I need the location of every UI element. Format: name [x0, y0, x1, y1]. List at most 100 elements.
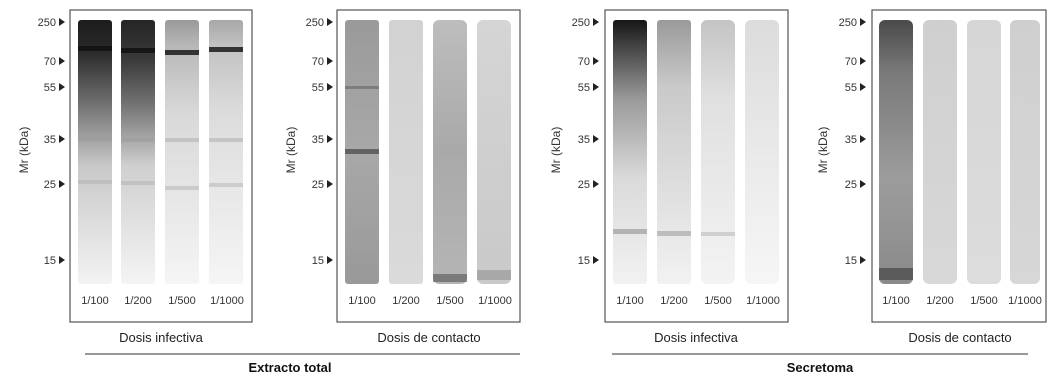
panel-extracto-contacto: Mr (kDa) 250 70 55 35 25 15 1/ — [284, 9, 521, 345]
lane-label: 1/1000 — [1008, 295, 1042, 307]
mw-tick: 70 — [44, 56, 56, 68]
mw-tick: 70 — [312, 56, 324, 68]
mw-tick: 15 — [578, 255, 590, 267]
lane-label: 1/100 — [348, 295, 376, 307]
blot-band — [121, 48, 155, 53]
lane-label: 1/200 — [926, 295, 954, 307]
mw-arrow-icon — [860, 135, 866, 143]
blot-band — [209, 138, 243, 142]
panel-caption: Dosis de contacto — [908, 330, 1011, 345]
blot-band — [121, 181, 155, 185]
mw-arrow-icon — [59, 256, 65, 264]
blot-band — [165, 186, 199, 190]
blot-lane — [477, 20, 511, 284]
mw-arrow-icon — [860, 57, 866, 65]
mw-arrow-icon — [59, 83, 65, 91]
mw-arrow-icon — [59, 57, 65, 65]
mw-arrow-icon — [593, 180, 599, 188]
blot-band — [78, 137, 112, 141]
mw-tick: 35 — [312, 134, 324, 146]
mw-tick: 55 — [312, 82, 324, 94]
blot-lane — [701, 20, 735, 284]
mw-tick: 15 — [845, 255, 857, 267]
blot-band — [78, 180, 112, 184]
blot-band — [209, 47, 243, 52]
mw-tick: 15 — [44, 255, 56, 267]
panel-secretoma-infectiva: Mr (kDa) 250 70 55 35 25 15 1/100 — [549, 9, 789, 345]
mw-tick: 25 — [845, 179, 857, 191]
lane-labels: 1/100 1/200 1/500 1/1000 — [882, 295, 1042, 307]
blot-band — [433, 274, 467, 282]
mw-tick: 25 — [44, 179, 56, 191]
blot-lane — [613, 20, 647, 284]
lane-labels: 1/100 1/200 1/500 1/1000 — [616, 295, 780, 307]
blot-band — [121, 138, 155, 142]
blot-lanes — [345, 20, 511, 284]
blot-band — [657, 231, 691, 236]
panel-secretoma-contacto: Mr (kDa) 250 70 55 35 25 15 1/100 1/200 — [816, 9, 1047, 345]
blot-lane — [78, 20, 112, 284]
blot-lane — [121, 20, 155, 284]
mw-tick: 25 — [312, 179, 324, 191]
mw-axis-title: Mr (kDa) — [284, 127, 298, 174]
mw-arrow-icon — [327, 135, 333, 143]
lane-label: 1/1000 — [746, 295, 780, 307]
blot-lane — [879, 20, 913, 284]
lane-labels: 1/100 1/200 1/500 1/1000 — [348, 295, 512, 307]
blot-band — [613, 229, 647, 234]
lane-label: 1/1000 — [210, 295, 244, 307]
mw-arrow-icon — [593, 135, 599, 143]
blot-lane — [165, 20, 199, 284]
mw-arrow-icon — [593, 83, 599, 91]
mw-ticks: 250 70 55 35 25 15 — [306, 17, 333, 267]
lane-label: 1/200 — [124, 295, 152, 307]
lane-labels: 1/100 1/200 1/500 1/1000 — [81, 295, 244, 307]
mw-arrow-icon — [59, 135, 65, 143]
panel-caption: Dosis infectiva — [119, 330, 204, 345]
mw-tick: 55 — [578, 82, 590, 94]
panel-extracto-infectiva: Mr (kDa) 250 70 55 35 25 15 — [17, 9, 253, 345]
mw-arrow-icon — [860, 256, 866, 264]
mw-arrow-icon — [593, 256, 599, 264]
lane-label: 1/500 — [704, 295, 732, 307]
mw-tick: 35 — [845, 134, 857, 146]
mw-arrow-icon — [593, 57, 599, 65]
lane-label: 1/200 — [660, 295, 688, 307]
lane-label: 1/100 — [882, 295, 910, 307]
blot-lanes — [78, 20, 243, 284]
mw-tick: 55 — [44, 82, 56, 94]
mw-tick: 55 — [845, 82, 857, 94]
mw-arrow-icon — [860, 18, 866, 26]
mw-ticks: 250 70 55 35 25 15 — [38, 17, 65, 267]
blot-band — [477, 270, 511, 280]
mw-arrow-icon — [860, 180, 866, 188]
mw-axis-title: Mr (kDa) — [816, 127, 830, 174]
mw-arrow-icon — [327, 83, 333, 91]
mw-tick: 15 — [312, 255, 324, 267]
lane-label: 1/100 — [616, 295, 644, 307]
mw-tick: 250 — [839, 17, 857, 29]
blot-band — [345, 86, 379, 89]
group-label: Extracto total — [248, 360, 331, 375]
blot-band — [879, 268, 913, 280]
panel-caption: Dosis de contacto — [377, 330, 480, 345]
mw-axis-title: Mr (kDa) — [549, 127, 563, 174]
blot-lane — [745, 20, 779, 284]
blot-lane — [433, 20, 467, 284]
mw-tick: 25 — [578, 179, 590, 191]
mw-arrow-icon — [327, 256, 333, 264]
mw-arrow-icon — [860, 83, 866, 91]
blot-lanes — [613, 20, 779, 284]
mw-arrow-icon — [59, 180, 65, 188]
mw-tick: 70 — [578, 56, 590, 68]
mw-arrow-icon — [59, 18, 65, 26]
mw-tick: 250 — [306, 17, 324, 29]
blot-lane — [1010, 20, 1040, 284]
blot-band — [209, 183, 243, 187]
lane-label: 1/500 — [436, 295, 464, 307]
mw-tick: 35 — [44, 134, 56, 146]
blot-band — [78, 46, 112, 51]
mw-arrow-icon — [327, 18, 333, 26]
blot-band — [701, 232, 735, 236]
mw-arrow-icon — [327, 180, 333, 188]
